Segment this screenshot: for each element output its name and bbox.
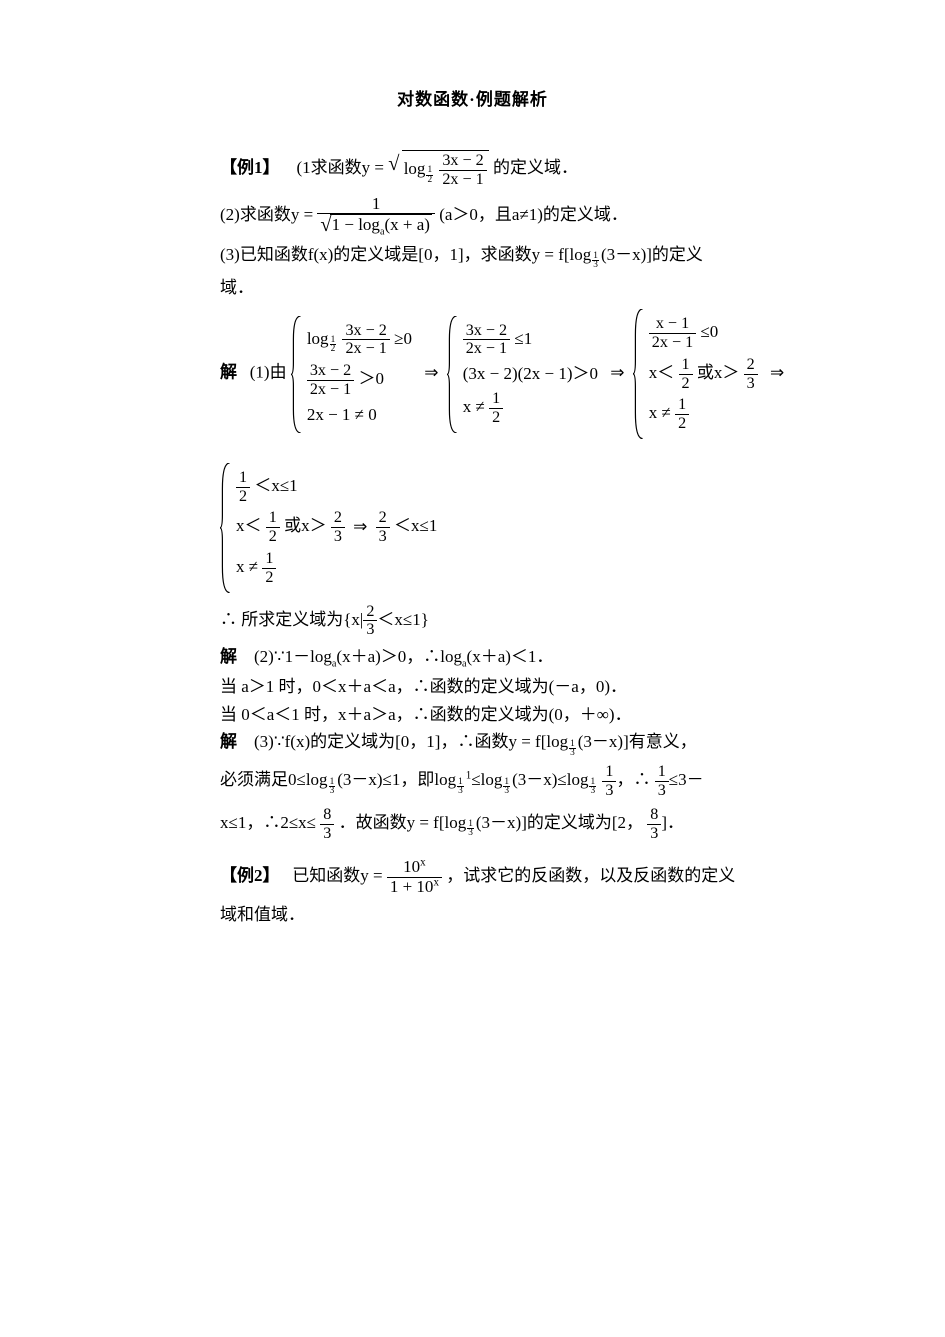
sqrt-icon: log12 3x − 2 2x − 1: [388, 150, 489, 189]
solution2-line1: 当 a＞1 时，0＜x＋a＜a，∴函数的定义域为(－a，0)．: [220, 675, 845, 699]
brace1-content: log12 3x − 22x − 1 ≥0 3x − 22x − 1 ＞0 2x…: [303, 316, 416, 433]
sol1-prefix: (1)由: [250, 363, 287, 382]
example1-part3-cont: 域．: [220, 276, 845, 300]
ex1-p2-text: (2)求函数y =: [220, 205, 313, 224]
left-brace-icon: [291, 316, 303, 433]
log-base-half: 12: [426, 166, 433, 184]
example2-cont: 域和值域．: [220, 903, 845, 927]
brace-group-3: x − 12x − 1 ≤0 x＜ 12 或x＞ 23 x ≠ 12: [633, 309, 762, 439]
solution-label: 解: [220, 647, 237, 666]
brace4-content: 12 ＜x≤1 x＜ 12 或x＞ 23 ⇒ 23 ＜x≤1 x ≠ 12: [232, 463, 441, 593]
solution1: 解 (1)由 log12 3x − 22x − 1 ≥0 3x − 22x − …: [220, 305, 845, 443]
example1-part3: (3)已知函数f(x)的定义域是[0，1]，求函数y = f[log13(3－x…: [220, 243, 845, 270]
solution3-line3: x≤1，∴2≤x≤ 83 ．故函数y = f[log13(3－x)]的定义域为[…: [220, 806, 845, 843]
ex1-p3-a: (3)已知函数f(x)的定义域是[0，1]，求函数y = f[log: [220, 245, 591, 264]
solution3: 解 (3)∵f(x)的定义域为[0，1]，∴函数y = f[log13(3－x)…: [220, 730, 845, 757]
example2-label: 【例2】: [220, 866, 280, 885]
log-text: log: [404, 159, 426, 178]
example1-part2: (2)求函数y = 1 1 − loga(x + a) (a＞0，且a≠1)的定…: [220, 195, 845, 237]
solution-label: 解: [220, 363, 237, 382]
solution3-line2: 必须满足0≤log13(3－x)≤1，即log131≤log13(3－x)≤lo…: [220, 763, 845, 800]
log-base-third: 13: [592, 252, 599, 270]
page: 对数函数·例题解析 【例1】 (1求函数y = log12 3x − 2 2x …: [0, 0, 945, 993]
sqrt-denom: 1 − loga(x + a): [320, 214, 432, 236]
frac-1-over-sqrt: 1 1 − loga(x + a): [317, 195, 435, 237]
left-brace-icon: [633, 309, 645, 439]
arrow2: ⇒: [606, 363, 628, 382]
solution1-cont: 12 ＜x≤1 x＜ 12 或x＞ 23 ⇒ 23 ＜x≤1 x ≠ 12: [220, 459, 845, 597]
brace-group-2: 3x − 22x − 1 ≤1 (3x − 2)(2x − 1)＞0 x ≠ 1…: [447, 316, 602, 433]
frac-3x2-2x1: 3x − 2 2x − 1: [439, 152, 486, 189]
brace3-content: x − 12x − 1 ≤0 x＜ 12 或x＞ 23 x ≠ 12: [645, 309, 762, 439]
ex1-p2-tail: (a＞0，且a≠1)的定义域．: [439, 205, 628, 224]
frac-10x: 10x 1 + 10x: [387, 858, 442, 896]
sqrt-body: log12 3x − 2 2x − 1: [402, 150, 489, 189]
solution2: 解 (2)∵1－loga(x＋a)＞0，∴loga(x＋a)＜1．: [220, 645, 845, 669]
example1-part1: 【例1】 (1求函数y = log12 3x − 2 2x − 1 的定义域．: [220, 150, 845, 189]
left-brace-icon: [220, 463, 232, 593]
ex1-p1-tail: 的定义域．: [493, 158, 578, 177]
solution2-line2: 当 0＜a＜1 时，x＋a＞a，∴函数的定义域为(0，＋∞)．: [220, 703, 845, 727]
left-brace-icon: [447, 316, 459, 433]
example2: 【例2】 已知函数y = 10x 1 + 10x ，试求它的反函数，以及反函数的…: [220, 858, 845, 896]
brace2-content: 3x − 22x − 1 ≤1 (3x − 2)(2x − 1)＞0 x ≠ 1…: [459, 316, 602, 433]
solution-label: 解: [220, 732, 237, 751]
example1-label: 【例1】: [220, 158, 280, 177]
brace-group-4: 12 ＜x≤1 x＜ 12 或x＞ 23 ⇒ 23 ＜x≤1 x ≠ 12: [220, 463, 441, 593]
arrow3: ⇒: [766, 363, 788, 382]
solution1-final: ∴ 所求定义域为{x|23＜x≤1}: [220, 603, 845, 640]
page-title: 对数函数·例题解析: [100, 85, 845, 110]
ex1-p1-text: (1求函数y =: [297, 158, 385, 177]
ex1-p3-b: (3－x)]的定义: [601, 245, 703, 264]
brace-group-1: log12 3x − 22x − 1 ≥0 3x − 22x − 1 ＞0 2x…: [291, 316, 416, 433]
arrow1: ⇒: [420, 363, 442, 382]
